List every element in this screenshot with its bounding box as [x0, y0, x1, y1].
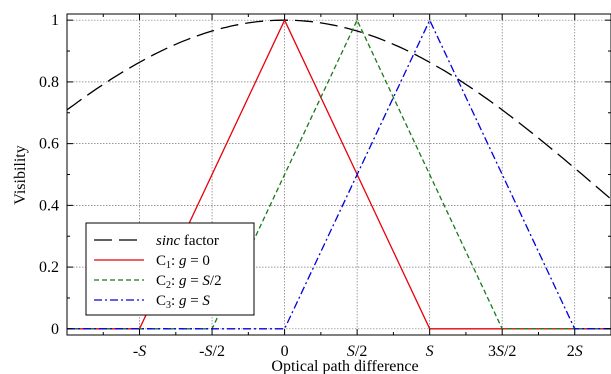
x-tick-label: 0 [281, 343, 289, 360]
y-tick-label: 0.6 [39, 136, 59, 153]
x-tick-label: S [426, 343, 434, 360]
y-tick-label: 0.2 [39, 259, 59, 276]
series-group [67, 18, 611, 330]
series-line-1 [67, 19, 611, 200]
y-tick-label: 0.4 [39, 197, 59, 214]
x-tick-labels: -S -S/2 0 S/2 S 3S/2 2S [133, 343, 583, 360]
x-tick-label: S/2 [347, 343, 367, 360]
legend-label-4: C3: g = S [156, 293, 210, 311]
y-tick-label: 0 [51, 321, 59, 338]
legend-label-1: sinc factor [156, 233, 219, 249]
legend: sinc factor C1: g = 0 C2: g = S/2 C3: g = S [85, 222, 255, 316]
y-tick-label: 0.8 [39, 74, 59, 91]
ticks [67, 14, 611, 335]
x-axis-label: Optical path difference [271, 358, 418, 374]
legend-label-3: C2: g = S/2 [156, 273, 222, 291]
y-axis-label: Visibility [12, 145, 29, 205]
x-tick-label: -S [133, 343, 146, 360]
series-line-4 [67, 18, 611, 330]
y-tick-labels: 0 0.2 0.4 0.6 0.8 1 [39, 12, 59, 338]
x-tick-label: 3S/2 [488, 343, 516, 360]
legend-label-2: C1: g = 0 [156, 253, 210, 271]
x-tick-label: 2S [567, 343, 583, 360]
x-tick-label: -S/2 [199, 343, 225, 360]
y-tick-label: 1 [51, 12, 59, 29]
